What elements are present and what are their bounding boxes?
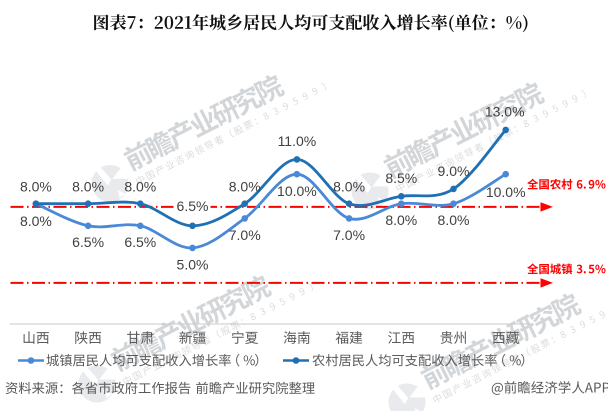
svg-text:10.0%: 10.0% [277, 183, 317, 199]
svg-text:6.5%: 6.5% [177, 198, 209, 214]
svg-text:8.0%: 8.0% [333, 178, 365, 194]
svg-text:13.0%: 13.0% [485, 104, 525, 120]
svg-text:7.0%: 7.0% [333, 227, 365, 243]
svg-text:8.0%: 8.0% [20, 213, 52, 229]
svg-text:5.0%: 5.0% [177, 256, 209, 272]
svg-text:8.0%: 8.0% [438, 212, 470, 228]
svg-text:9.0%: 9.0% [438, 163, 470, 179]
svg-text:8.0%: 8.0% [124, 178, 156, 194]
svg-text:11.0%: 11.0% [278, 133, 317, 149]
svg-text:6.5%: 6.5% [124, 234, 156, 250]
svg-text:8.0%: 8.0% [20, 178, 52, 194]
svg-text:8.0%: 8.0% [72, 178, 104, 194]
svg-text:6.5%: 6.5% [72, 234, 104, 250]
svg-text:10.0%: 10.0% [486, 184, 526, 200]
svg-text:8.0%: 8.0% [229, 178, 261, 194]
svg-text:8.5%: 8.5% [385, 170, 417, 186]
svg-text:7.0%: 7.0% [229, 227, 261, 243]
svg-text:8.0%: 8.0% [385, 212, 417, 228]
